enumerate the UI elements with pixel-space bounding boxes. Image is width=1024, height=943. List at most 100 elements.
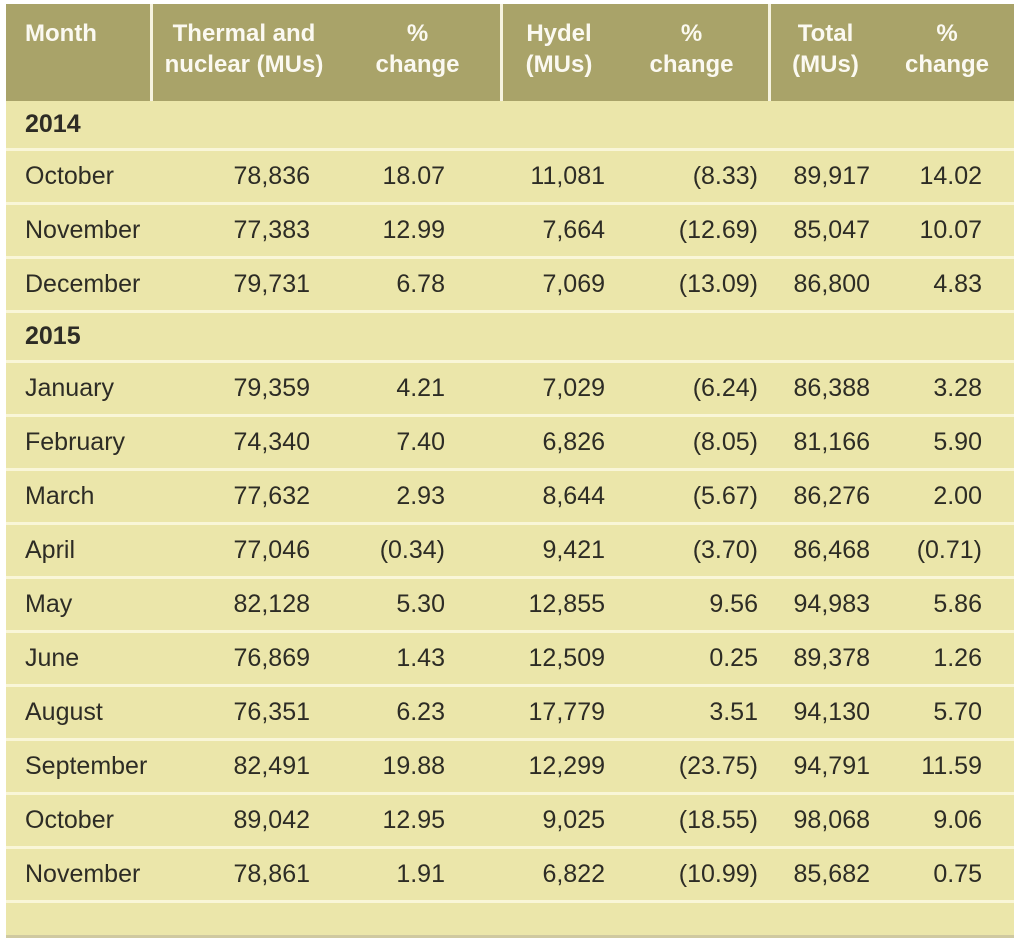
cell-value: 11.59: [921, 752, 982, 780]
column-header-text: %: [936, 20, 958, 47]
cell-value: 6.78: [396, 270, 445, 298]
cell-value: (8.33): [692, 162, 758, 190]
cell-value: 1.43: [396, 644, 445, 672]
column-header-text: Thermal and: [172, 20, 316, 47]
cell-value: 12.95: [382, 806, 445, 834]
cell-value: 5.70: [933, 698, 982, 726]
cell-value: 74,340: [233, 428, 310, 456]
cell-value: 2.00: [933, 482, 982, 510]
table-row: June 76,869 1.43 12,509 0.25 89,378 1.26: [6, 633, 1014, 687]
cell-value: 89,042: [233, 806, 310, 834]
cell-value: 86,388: [793, 374, 870, 402]
cell-value: (6.24): [692, 374, 758, 402]
year-row: 2015: [6, 313, 1014, 363]
cell-value: 89,917: [793, 162, 870, 190]
cell-value: 82,491: [233, 752, 310, 780]
year-label: 2014: [25, 110, 81, 138]
cell-value: 78,861: [233, 860, 310, 888]
year-row: 2014: [6, 101, 1014, 151]
cell-value: 76,351: [233, 698, 310, 726]
cell-value: (3.70): [692, 536, 758, 564]
column-header-text: change: [904, 51, 990, 78]
cell-value: 86,468: [793, 536, 870, 564]
column-header: Total (MUs): [768, 4, 880, 101]
cell-value: 9,025: [542, 806, 605, 834]
cell-value: 77,383: [233, 216, 310, 244]
cell-value: 12.99: [382, 216, 445, 244]
table-row: November 78,861 1.91 6,822 (10.99) 85,682 0.75: [6, 849, 1014, 903]
column-header: % change: [335, 4, 500, 101]
column-header: Hydel (MUs): [500, 4, 615, 101]
cell-value: 7,664: [542, 216, 605, 244]
cell-value: 1.26: [933, 644, 982, 672]
cell-value: (12.69): [678, 216, 758, 244]
cell-value: (0.71): [916, 536, 982, 564]
cell-value: (13.09): [678, 270, 758, 298]
column-header-text: Month: [25, 20, 97, 47]
cell-value: 11,081: [530, 162, 605, 190]
cell-value: 6,826: [542, 428, 605, 456]
cell-value: 86,800: [793, 270, 870, 298]
column-header-text: nuclear (MUs): [164, 51, 324, 78]
table-row: December 79,731 6.78 7,069 (13.09) 86,800 4.83: [6, 259, 1014, 313]
cell-value: 77,632: [233, 482, 310, 510]
table-row: October 89,042 12.95 9,025 (18.55) 98,068 9.06: [6, 795, 1014, 849]
table-row: September 82,491 19.88 12,299 (23.75) 94,791 1…: [6, 741, 1014, 795]
table-row: March 77,632 2.93 8,644 (5.67) 86,276 2.00: [6, 471, 1014, 525]
table-row: April 77,046 (0.34) 9,421 (3.70) 86,468 (0.71): [6, 525, 1014, 579]
cell-month: May: [25, 590, 73, 618]
column-header-text: (MUs): [525, 51, 593, 78]
cell-value: (23.75): [678, 752, 758, 780]
power-generation-table: Month Thermal and nuclear (MUs)% change Hyde…: [6, 4, 1014, 938]
cell-value: 0.75: [933, 860, 982, 888]
table-header: Month Thermal and nuclear (MUs)% change Hyde…: [6, 4, 1014, 101]
cell-value: 9,421: [542, 536, 605, 564]
cell-value: 82,128: [233, 590, 310, 618]
table-row: January 79,359 4.21 7,029 (6.24) 86,388 3.28: [6, 363, 1014, 417]
cell-value: 4.83: [933, 270, 982, 298]
cell-month: November: [25, 216, 141, 244]
cell-value: 5.86: [933, 590, 982, 618]
table-body: 2014 October 78,836 18.07 11,081 (8.33) 89,917…: [6, 101, 1014, 903]
table-row: February 74,340 7.40 6,826 (8.05) 81,166 5.90: [6, 417, 1014, 471]
cell-value: (5.67): [692, 482, 758, 510]
cell-month: December: [25, 270, 141, 298]
cell-value: 6.23: [396, 698, 445, 726]
cell-value: 79,359: [233, 374, 310, 402]
cell-value: 7.40: [396, 428, 445, 456]
cell-value: 1.91: [396, 860, 445, 888]
cell-value: 2.93: [396, 482, 445, 510]
cell-value: 86,276: [793, 482, 870, 510]
column-header: Thermal and nuclear (MUs): [150, 4, 335, 101]
cell-value: (10.99): [678, 860, 758, 888]
table-row: August 76,351 6.23 17,779 3.51 94,130 5.70: [6, 687, 1014, 741]
cell-value: 79,731: [233, 270, 310, 298]
cell-month: January: [25, 374, 114, 402]
cell-value: 12,299: [528, 752, 605, 780]
cell-value: 5.90: [933, 428, 982, 456]
column-header-text: %: [680, 20, 703, 47]
cell-month: September: [25, 752, 148, 780]
cell-month: October: [25, 806, 114, 834]
column-header: % change: [880, 4, 1014, 101]
table-row: May 82,128 5.30 12,855 9.56 94,983 5.86: [6, 579, 1014, 633]
cell-value: 9.56: [709, 590, 758, 618]
cell-value: 6,822: [542, 860, 605, 888]
year-label: 2015: [25, 322, 81, 350]
cell-value: 77,046: [233, 536, 310, 564]
column-header-text: Hydel: [526, 20, 592, 47]
cell-month: October: [25, 162, 114, 190]
cell-month: June: [25, 644, 80, 672]
cell-value: 0.25: [709, 644, 758, 672]
cell-value: 94,130: [793, 698, 870, 726]
cell-value: 78,836: [233, 162, 310, 190]
table-footer-space: [6, 903, 1014, 938]
cell-value: 85,047: [793, 216, 870, 244]
column-header-text: change: [375, 51, 460, 78]
cell-value: 9.06: [933, 806, 982, 834]
cell-value: 12,509: [528, 644, 605, 672]
cell-value: 14.02: [919, 162, 982, 190]
cell-value: 18.07: [382, 162, 445, 190]
cell-value: 4.21: [396, 374, 445, 402]
